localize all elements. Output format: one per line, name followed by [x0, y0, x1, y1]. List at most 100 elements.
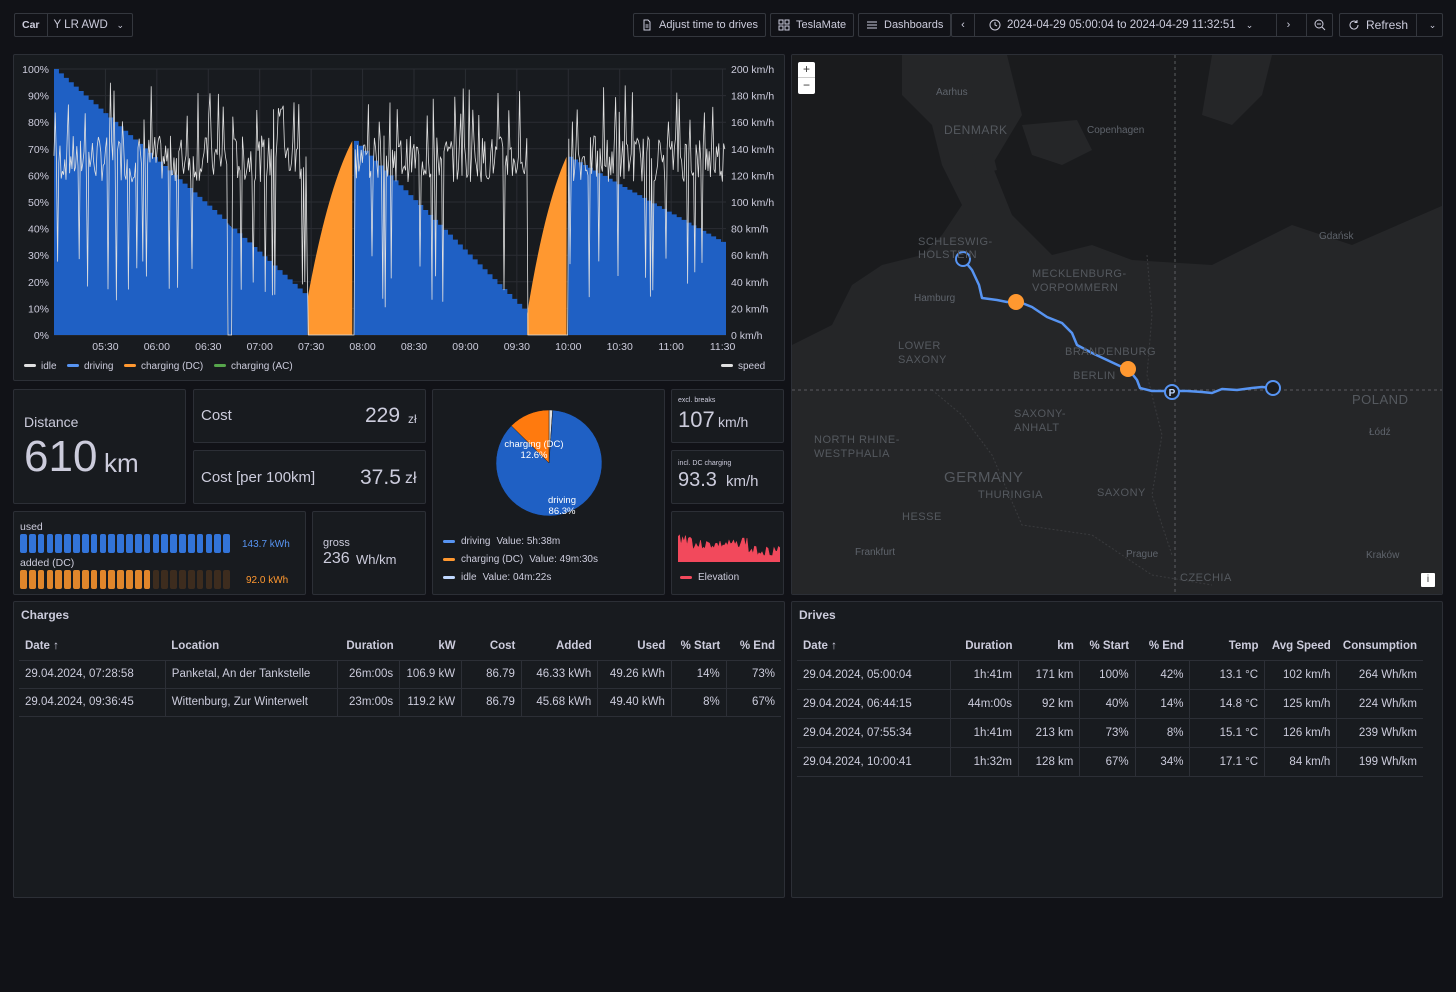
table-cell: 17.1 °C — [1189, 747, 1266, 777]
col-kw[interactable]: kW — [399, 632, 462, 661]
gauge-segment — [73, 570, 80, 589]
col-date[interactable]: Date ↑ — [19, 632, 166, 661]
col-temp[interactable]: Temp — [1189, 632, 1265, 661]
legend-label[interactable]: idle — [41, 361, 57, 372]
charge-date-link[interactable]: 29.04.2024, 09:36:45 — [19, 688, 166, 717]
energy-used-gauge — [20, 534, 232, 553]
parking-icon: P — [1169, 388, 1176, 399]
col-km[interactable]: km — [1018, 632, 1080, 661]
gauge-segment — [126, 570, 133, 589]
legend-swatch — [721, 364, 733, 367]
gross-consumption-panel: gross 236 Wh/km — [312, 511, 426, 595]
x-tick-label: 10:00 — [555, 341, 581, 353]
avg-speed-incl-unit: km/h — [726, 473, 759, 490]
col-start[interactable]: % Start — [671, 632, 727, 661]
legend-label[interactable]: speed — [738, 361, 765, 372]
charge-cost-link[interactable]: 86.79 — [461, 688, 522, 717]
col-duration[interactable]: Duration — [950, 632, 1019, 661]
zealand-island — [1022, 120, 1092, 165]
route-start-marker[interactable] — [955, 251, 971, 267]
map-region-label: SAXONY-ANHALT — [1014, 408, 1067, 434]
time-range-picker[interactable]: 2024-04-29 05:00:04 to 2024-04-29 11:32:… — [1007, 19, 1236, 31]
drive-date-link[interactable]: 29.04.2024, 06:44:15 — [797, 689, 951, 719]
time-back-button[interactable]: ‹ — [952, 14, 975, 36]
col-start[interactable]: % Start — [1079, 632, 1136, 661]
gauge-segment — [179, 534, 186, 553]
table-cell: 199 Wh/km — [1336, 747, 1423, 777]
x-tick-label: 06:30 — [195, 341, 221, 353]
gauge-segment — [117, 534, 124, 553]
charge-location-link[interactable]: Panketal, An der Tankstelle — [165, 660, 339, 689]
col-consumption[interactable]: Consumption — [1336, 632, 1423, 661]
map-city-label: Łódź — [1369, 427, 1391, 438]
y-left-tick-label: 70% — [28, 144, 49, 156]
gauge-segment — [196, 534, 204, 553]
col-end[interactable]: % End — [1135, 632, 1190, 661]
gauge-segment — [170, 534, 177, 553]
drive-date-link[interactable]: 29.04.2024, 10:00:41 — [797, 747, 951, 777]
teslamate-link-button[interactable]: TeslaMate — [770, 13, 855, 37]
adjust-time-button[interactable]: Adjust time to drives — [633, 13, 767, 37]
dashboards-button[interactable]: Dashboards — [858, 13, 952, 37]
gauge-segment — [90, 570, 98, 589]
charge-cost-link[interactable]: 86.79 — [461, 660, 522, 689]
pie-slice-charging-----[interactable] — [510, 409, 550, 464]
pie-legend-driving: driving Value: 5h:38m — [443, 536, 560, 547]
elevation-area — [678, 534, 780, 562]
gauge-segment — [46, 534, 54, 553]
table-cell: 42% — [1135, 660, 1191, 690]
zoom-out-button[interactable]: − — [802, 78, 810, 92]
pie-label: driving — [548, 495, 576, 506]
map-region-label: POLAND — [1352, 392, 1409, 407]
soc-area-driving — [354, 140, 528, 335]
col-cost[interactable]: Cost — [461, 632, 522, 661]
map-region-label: LOWER SAXONY — [898, 340, 947, 366]
table-cell: 119.2 kW — [399, 688, 463, 717]
cost-label: Cost — [201, 407, 232, 424]
refresh-icon — [1349, 20, 1359, 30]
soc-area-idle — [227, 223, 233, 335]
col-date[interactable]: Date ↑ — [797, 632, 951, 661]
zoom-out-time-button[interactable] — [1306, 14, 1332, 36]
table-row: 29.04.2024, 10:00:41 1h:32m 128 km 67% 34% 17… — [797, 747, 1423, 777]
legend-label[interactable]: charging (AC) — [231, 361, 293, 372]
y-right-tick-label: 200 km/h — [731, 64, 774, 76]
pie-legend-idle-name: idle — [461, 572, 477, 583]
time-forward-button[interactable]: › — [1276, 14, 1300, 36]
charging-stop-marker[interactable] — [1008, 294, 1024, 310]
col-added[interactable]: Added — [521, 632, 598, 661]
charge-date-link[interactable]: 29.04.2024, 07:28:58 — [19, 660, 166, 689]
col-end[interactable]: % End — [726, 632, 781, 661]
legend-label[interactable]: driving — [84, 361, 113, 372]
drive-date-link[interactable]: 29.04.2024, 07:55:34 — [797, 718, 951, 748]
legend-label[interactable]: charging (DC) — [141, 361, 203, 372]
zoom-in-button[interactable]: + — [798, 62, 815, 78]
car-selector[interactable]: Car Y LR AWD ⌄ — [14, 13, 133, 37]
refresh-button[interactable]: Refresh — [1340, 14, 1418, 36]
table-row: 29.04.2024, 09:36:45 Wittenburg, Zur Win… — [19, 688, 781, 717]
drive-date-link[interactable]: 29.04.2024, 05:00:04 — [797, 660, 951, 690]
pie-legend-idle: idle Value: 04m:22s — [443, 572, 551, 583]
table-cell: 1h:41m — [950, 718, 1020, 748]
menu-bars-icon — [867, 21, 877, 29]
legend-swatch — [124, 364, 136, 367]
energy-added-label: added (DC) — [20, 557, 75, 569]
col-duration[interactable]: Duration — [337, 632, 400, 661]
parking-marker[interactable] — [1164, 384, 1180, 400]
pie-legend-driving-value: Value: 5h:38m — [496, 536, 561, 547]
col-avg-speed[interactable]: Avg Speed — [1264, 632, 1337, 661]
refresh-interval-dropdown[interactable]: ⌄ — [1428, 19, 1437, 30]
dashboards-label: Dashboards — [884, 19, 944, 31]
cost-panel: Cost 229 zł — [193, 389, 426, 443]
col-location[interactable]: Location — [165, 632, 338, 661]
charge-location-link[interactable]: Wittenburg, Zur Winterwelt — [165, 688, 339, 717]
soc-speed-chart: 100% 90% 80% 70% 60% 50% 40% 30% 20% 10% 0% 200 km/… — [22, 64, 774, 372]
col-used[interactable]: Used — [597, 632, 672, 661]
energy-used-label: used — [20, 521, 43, 533]
route-end-marker[interactable] — [1265, 380, 1281, 396]
table-row: 29.04.2024, 06:44:15 44m:00s 92 km 40% 14% 14… — [797, 689, 1423, 719]
distance-value: 610 — [24, 432, 98, 481]
map-info-button[interactable]: i — [1421, 573, 1435, 587]
gauge-segment — [152, 570, 160, 589]
charging-stop-marker[interactable] — [1120, 361, 1136, 377]
